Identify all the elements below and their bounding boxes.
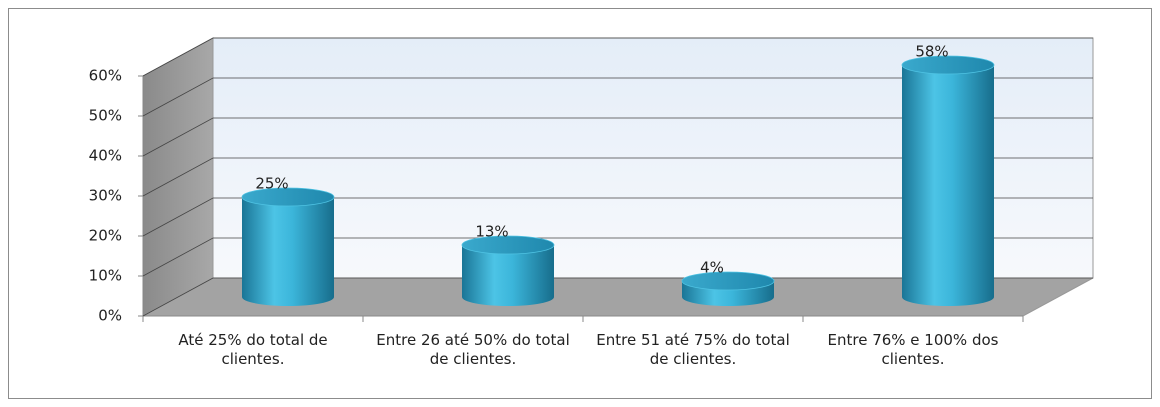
grid-line [142, 277, 1093, 317]
data-label: 4% [700, 259, 724, 277]
cylinder-top [901, 55, 995, 75]
x-tick-label: Entre 76% e 100% dos clientes. [827, 331, 999, 368]
cylinder-top [461, 235, 555, 255]
y-tick-label: 20% [89, 227, 122, 245]
y-tick-label: 10% [89, 267, 122, 285]
cylinder [462, 245, 554, 306]
cylinder [902, 65, 994, 306]
y-tick-label: 30% [89, 187, 122, 205]
cylinder [242, 197, 334, 306]
grid-line [142, 237, 1093, 277]
grid-line [142, 197, 1093, 237]
grid-line [142, 157, 1093, 197]
cylinder-top [681, 271, 775, 291]
frame [8, 8, 1152, 399]
grid-line [142, 117, 1093, 157]
x-tick-label: Até 25% do total de clientes. [178, 331, 328, 368]
x-tick-label: Entre 26 até 50% do total de clientes. [376, 331, 570, 368]
x-tick-label: Entre 51 até 75% do total de clientes. [596, 331, 790, 368]
data-label: 13% [475, 223, 508, 241]
y-tick-label: 60% [89, 67, 122, 85]
y-tick-label: 50% [89, 107, 122, 125]
y-tick-label: 0% [98, 307, 122, 325]
grid-line [142, 77, 1093, 117]
data-label: 58% [915, 43, 948, 61]
y-tick-label: 40% [89, 147, 122, 165]
data-label: 25% [255, 175, 288, 193]
cylinder-top [241, 187, 335, 207]
grid-line [142, 37, 1093, 77]
